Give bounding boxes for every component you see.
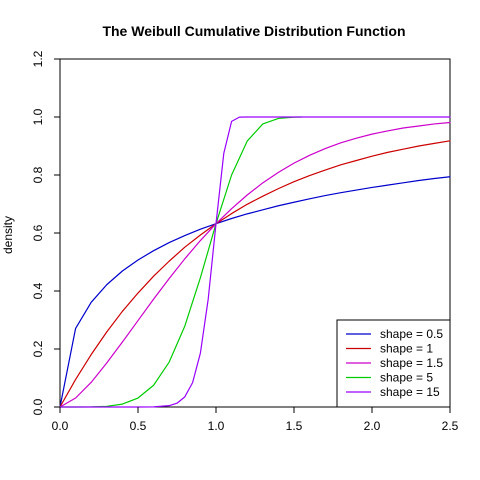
legend-label-1: shape = 1: [380, 342, 433, 356]
y-tick-label-5: 1.0: [31, 108, 45, 125]
series-line-4: [59, 116, 451, 408]
legend-label-0: shape = 0.5: [380, 327, 443, 341]
series-line-2: [59, 121, 451, 408]
series-line-1: [59, 140, 451, 408]
x-tick-label-5: 2.5: [442, 419, 459, 433]
series-lines: [59, 116, 451, 408]
y-tick-label-1: 0.2: [31, 340, 45, 357]
legend-label-4: shape = 15: [380, 385, 440, 399]
legend-label-2: shape = 1.5: [380, 356, 443, 370]
x-tick-label-4: 2.0: [364, 419, 381, 433]
x-tick-label-0: 0.0: [52, 419, 69, 433]
y-axis-label: density: [1, 216, 15, 254]
y-axis: 0.0 0.2 0.4 0.6 0.8 1.0 1.2: [31, 50, 60, 415]
x-tick-label-2: 1.0: [208, 419, 225, 433]
chart-title: The Weibull Cumulative Distribution Func…: [102, 23, 405, 39]
x-tick-label-1: 0.5: [130, 419, 147, 433]
y-tick-label-6: 1.2: [31, 50, 45, 67]
y-tick-label-3: 0.6: [31, 224, 45, 241]
series-line-3: [59, 116, 303, 408]
y-tick-label-4: 0.8: [31, 166, 45, 183]
x-tick-label-3: 1.5: [286, 419, 303, 433]
plot-area: [59, 58, 451, 408]
series-line-0: [59, 176, 451, 408]
y-tick-label-2: 0.4: [31, 282, 45, 299]
x-axis: 0.0 0.5 1.0 1.5 2.0 2.5: [52, 407, 459, 433]
legend-label-3: shape = 5: [380, 371, 433, 385]
y-tick-label-0: 0.0: [31, 398, 45, 415]
